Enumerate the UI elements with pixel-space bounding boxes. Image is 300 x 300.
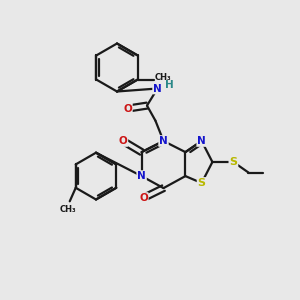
Text: CH₃: CH₃ bbox=[60, 205, 76, 214]
Text: N: N bbox=[197, 136, 206, 146]
Text: H: H bbox=[164, 80, 173, 91]
Text: N: N bbox=[137, 171, 146, 181]
Text: O: O bbox=[118, 136, 127, 146]
Text: N: N bbox=[159, 136, 168, 146]
Text: S: S bbox=[230, 157, 237, 167]
Text: N: N bbox=[153, 83, 162, 94]
Text: S: S bbox=[198, 178, 206, 188]
Text: O: O bbox=[139, 193, 148, 203]
Text: CH₃: CH₃ bbox=[154, 74, 171, 82]
Text: O: O bbox=[123, 103, 132, 114]
